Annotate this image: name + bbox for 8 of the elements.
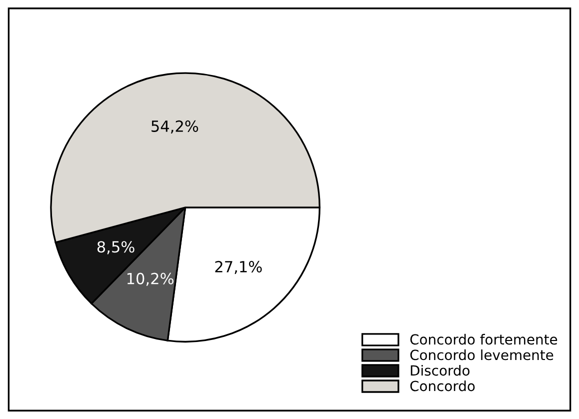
data-label: 8,5% [97, 241, 134, 254]
legend-label: Concordo fortemente [410, 334, 558, 345]
data-label: 54,2% [152, 120, 198, 134]
legend-label: Concordo levemente [410, 349, 554, 360]
legend-label: Concordo [410, 380, 475, 392]
legend-label: Discordo [410, 364, 470, 376]
data-label: 27,1% [215, 260, 262, 274]
data-label: 10,2% [127, 272, 174, 286]
